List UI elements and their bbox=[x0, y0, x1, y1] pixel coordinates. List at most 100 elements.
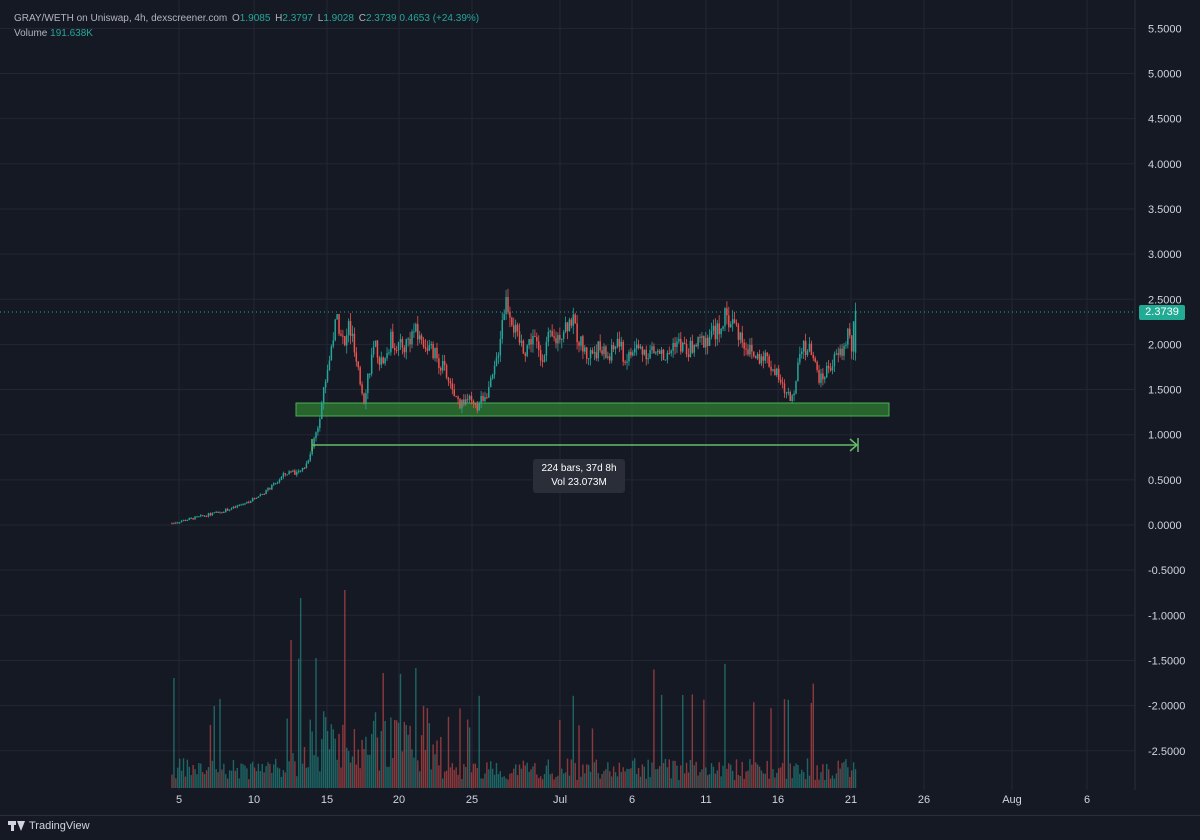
volume-bar bbox=[549, 774, 551, 788]
volume-bar bbox=[420, 735, 423, 788]
volume-bar bbox=[484, 773, 486, 788]
support-zone[interactable] bbox=[295, 402, 890, 417]
y-tick-label: 3.0000 bbox=[1148, 249, 1182, 261]
candle-body bbox=[622, 341, 624, 362]
candle-body bbox=[716, 323, 719, 340]
volume-bar bbox=[505, 778, 507, 788]
tradingview-logo[interactable]: TradingView bbox=[8, 820, 90, 832]
volume-bar bbox=[175, 778, 177, 788]
y-tick-label: 0.0000 bbox=[1148, 520, 1182, 532]
candle-body bbox=[610, 345, 613, 361]
candle-body bbox=[633, 348, 636, 353]
volume-bar bbox=[837, 760, 839, 788]
volume-bar bbox=[182, 758, 185, 788]
volume-bar bbox=[405, 724, 407, 788]
candle-body bbox=[184, 520, 187, 522]
candle-body bbox=[451, 383, 454, 390]
candle-body bbox=[171, 523, 173, 525]
volume-bar bbox=[843, 761, 845, 788]
volume-bar bbox=[678, 779, 680, 788]
support-zone-rect[interactable] bbox=[295, 402, 890, 417]
candle-body bbox=[257, 496, 260, 498]
candle-body bbox=[480, 396, 482, 404]
candle-body bbox=[718, 323, 720, 335]
candle-body bbox=[407, 338, 409, 340]
time-axis[interactable]: 5 10 15 20 25 Jul 6 11 16 21 26 Aug 6 bbox=[176, 794, 1090, 806]
candle-body bbox=[774, 369, 776, 376]
volume-bar bbox=[513, 768, 515, 788]
candle-body bbox=[534, 335, 536, 337]
candle-body bbox=[465, 399, 467, 405]
volume-bar bbox=[273, 764, 275, 788]
candle-body bbox=[221, 512, 223, 514]
candle-body bbox=[347, 321, 350, 336]
low-key: L bbox=[317, 13, 324, 24]
volume-bar bbox=[436, 740, 438, 788]
candle-body bbox=[269, 487, 271, 490]
y-tick-label: 4.5000 bbox=[1148, 114, 1182, 126]
volume-bar bbox=[749, 759, 751, 788]
volume-bar bbox=[457, 774, 459, 788]
candle-body bbox=[420, 335, 423, 341]
candle-body bbox=[415, 324, 417, 332]
candle-body bbox=[190, 517, 192, 519]
volume-bar bbox=[557, 775, 559, 788]
candle-body bbox=[382, 357, 384, 364]
candle-body bbox=[242, 503, 244, 505]
volume-bar bbox=[528, 771, 530, 788]
volume-bar bbox=[756, 764, 759, 788]
volume-bar bbox=[242, 764, 244, 788]
candle-body bbox=[345, 335, 348, 346]
candle-body bbox=[824, 377, 826, 380]
volume-bar bbox=[328, 749, 331, 788]
volume-bar bbox=[526, 762, 528, 788]
candle-body bbox=[662, 349, 665, 360]
volume-bar bbox=[173, 678, 175, 788]
candle-body bbox=[403, 347, 406, 353]
volume-bar bbox=[730, 764, 732, 788]
candle-body bbox=[547, 332, 550, 342]
last-price-label: 2.3739 bbox=[1139, 305, 1185, 320]
candle-body bbox=[305, 463, 308, 469]
volume-bar bbox=[488, 769, 490, 788]
candle-body bbox=[188, 518, 191, 520]
volume-bar bbox=[516, 775, 519, 788]
candle-body bbox=[499, 338, 502, 356]
candle-body bbox=[326, 370, 329, 382]
volume-bar bbox=[747, 770, 749, 788]
candle-body bbox=[754, 356, 757, 359]
candle-body bbox=[251, 498, 254, 502]
candle-body bbox=[495, 357, 498, 366]
candle-body bbox=[576, 323, 578, 343]
volume-bar bbox=[307, 767, 310, 788]
candle-body bbox=[353, 333, 356, 353]
volume-bar bbox=[184, 776, 187, 788]
price-axis[interactable]: 5.5000 5.0000 4.5000 4.0000 3.5000 3.0000 2.50… bbox=[1148, 23, 1185, 757]
volume-bar bbox=[240, 763, 242, 788]
volume-bar bbox=[194, 769, 196, 788]
date-range-measure[interactable] bbox=[311, 438, 859, 452]
candle-body bbox=[753, 351, 755, 357]
candle-body bbox=[288, 471, 290, 475]
candle-body bbox=[236, 505, 239, 508]
volume-bar bbox=[278, 768, 281, 788]
volume-bar bbox=[413, 757, 415, 788]
volume-bar bbox=[351, 756, 354, 788]
candle-body bbox=[246, 501, 248, 504]
high-value: 2.3797 bbox=[282, 13, 313, 24]
volume-bar bbox=[814, 779, 816, 788]
volume-bar bbox=[618, 762, 621, 788]
candlestick-chart[interactable]: 5.5000 5.0000 4.5000 4.0000 3.5000 3.0000 2.50… bbox=[0, 0, 1200, 815]
volume-bar bbox=[422, 705, 425, 788]
candle-body bbox=[468, 395, 471, 400]
candle-body bbox=[691, 340, 694, 353]
x-tick-label: Jul bbox=[553, 794, 567, 806]
volume-bar bbox=[376, 737, 379, 788]
volume-bar bbox=[520, 768, 523, 788]
candle-body bbox=[470, 395, 473, 401]
candle-body bbox=[230, 508, 233, 510]
candle-body bbox=[676, 341, 678, 347]
x-tick-label: 25 bbox=[466, 794, 478, 806]
volume-bar bbox=[589, 771, 592, 788]
volume-bar bbox=[733, 779, 736, 788]
